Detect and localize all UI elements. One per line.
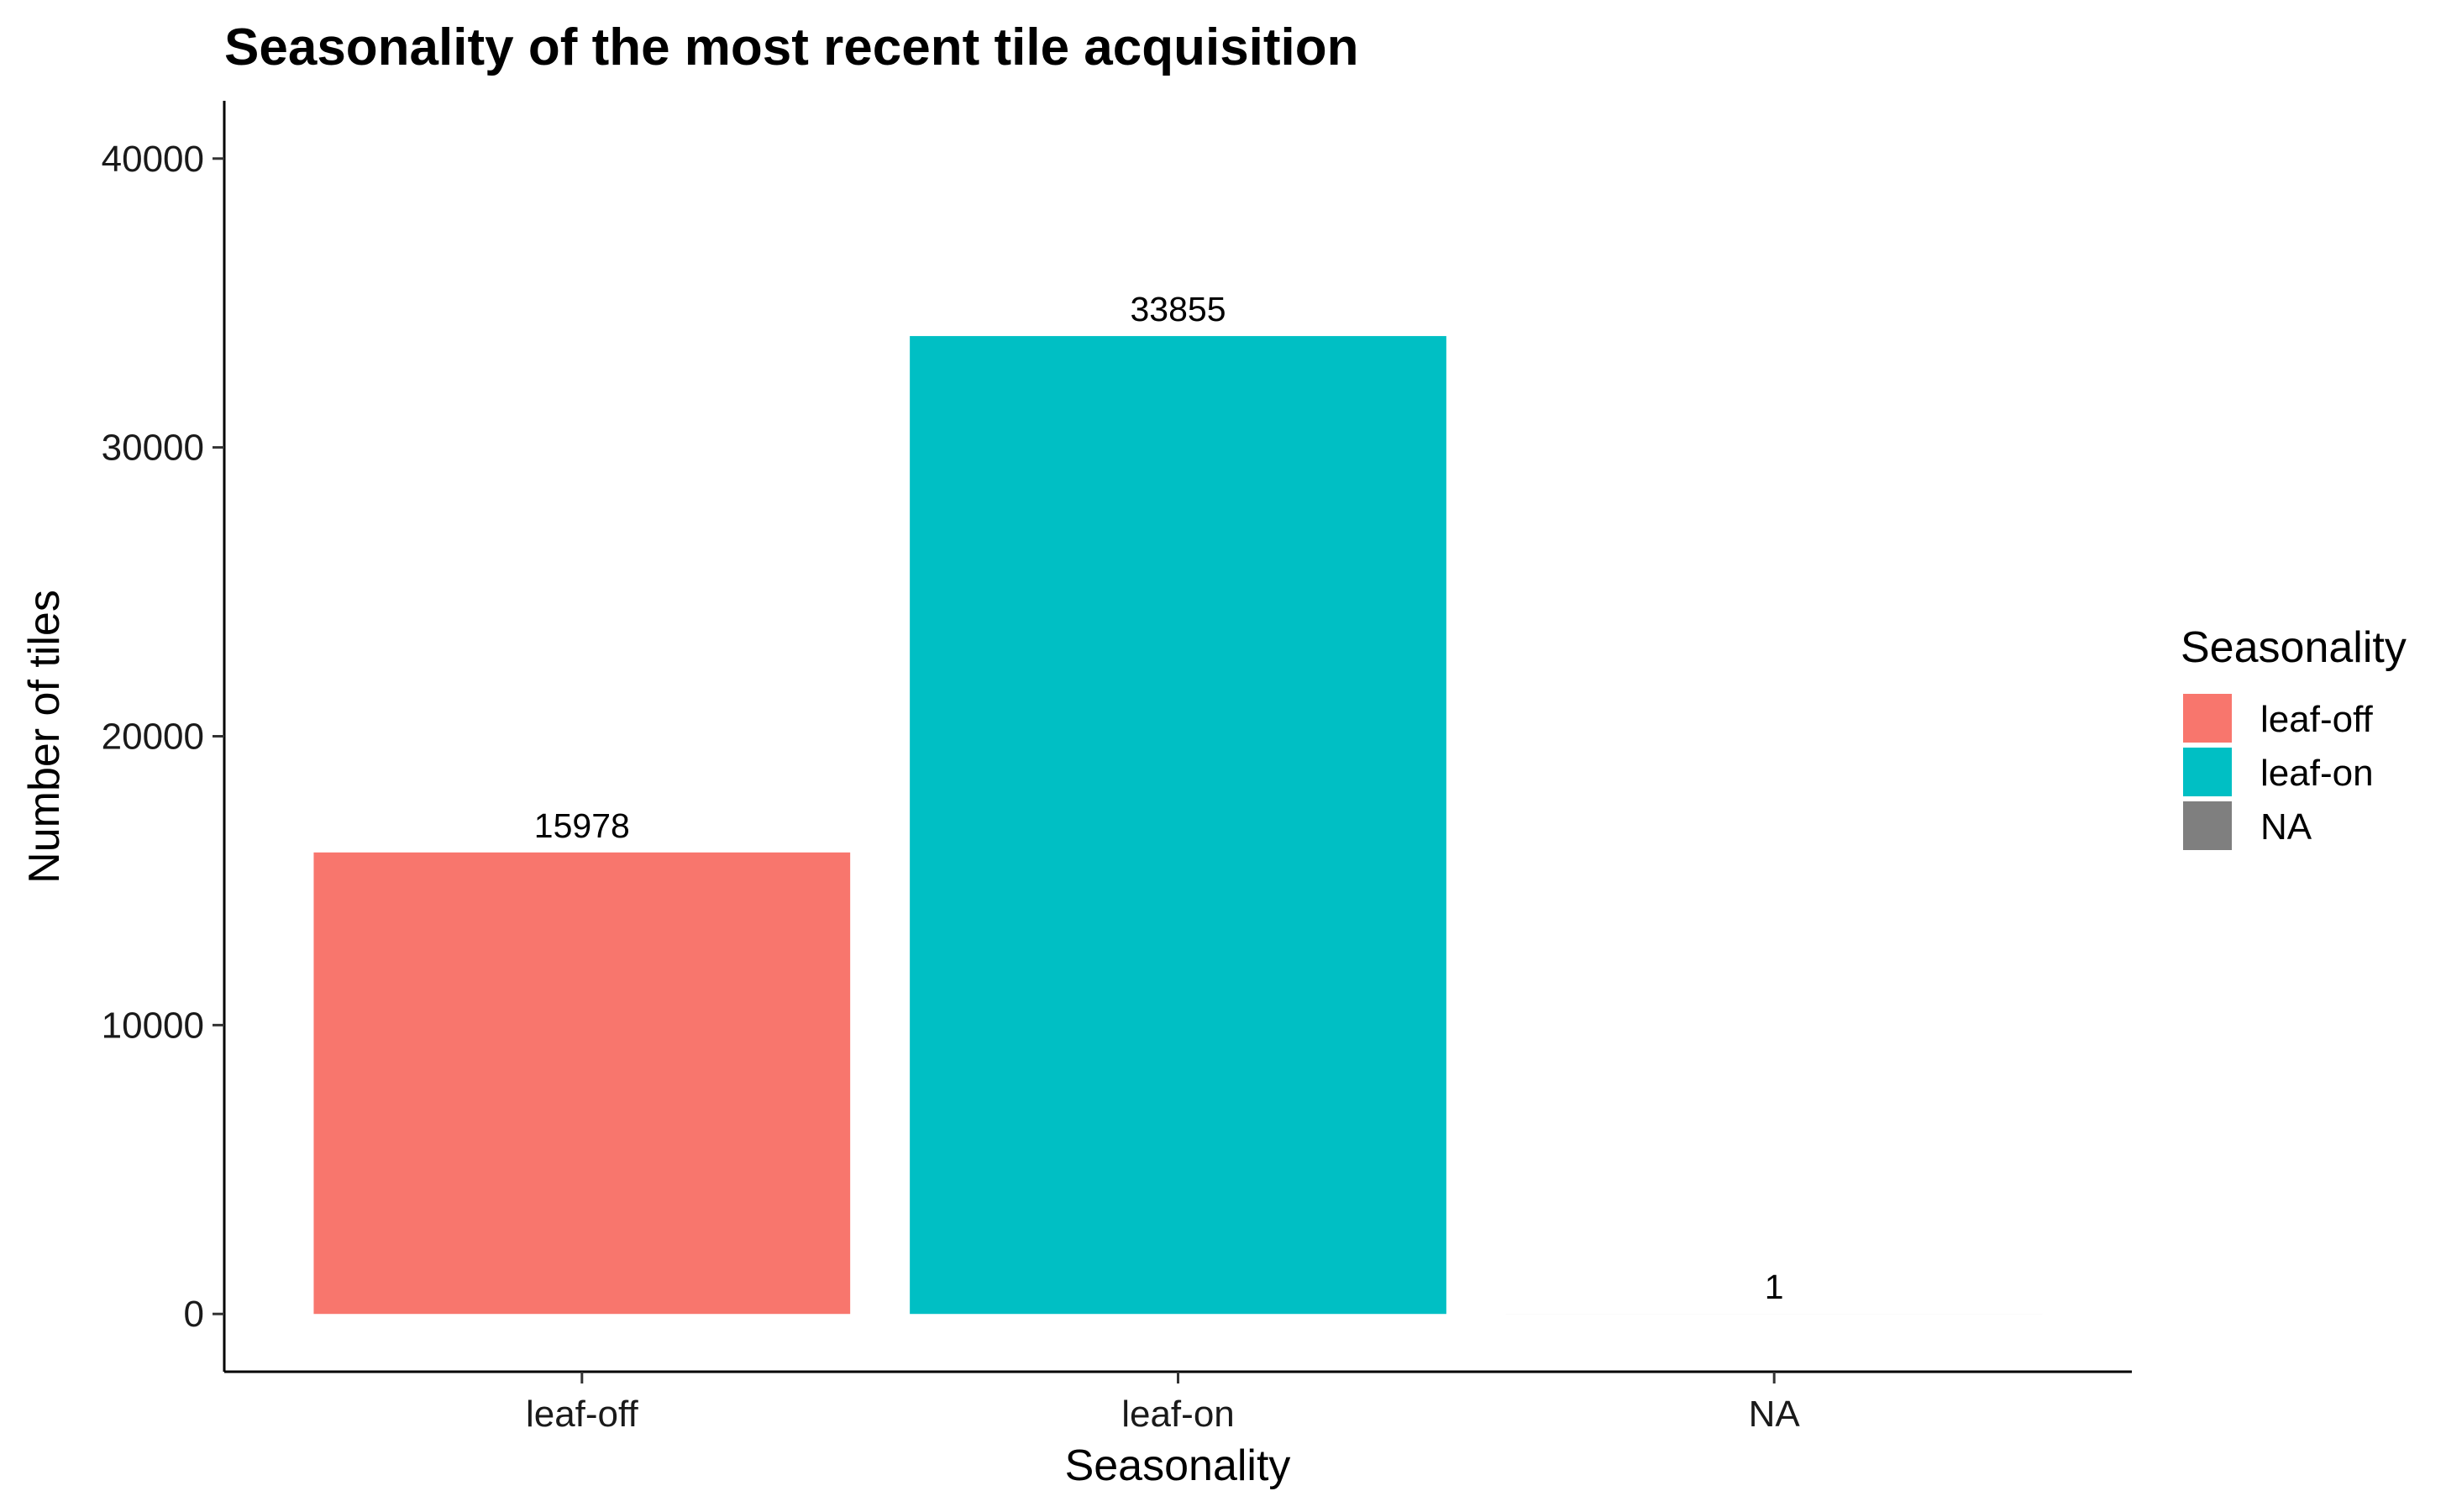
x-tick-label: leaf-on: [1121, 1394, 1235, 1435]
legend: Seasonality leaf-off leaf-on NA: [2181, 623, 2407, 850]
data-label-leaf-off: 15978: [534, 806, 630, 845]
y-axis-title: Number of tiles: [20, 590, 69, 884]
bar-leaf-off: [313, 852, 851, 1315]
legend-swatch-leaf-off: [2183, 694, 2232, 743]
y-tick-label: 20000: [102, 717, 204, 758]
legend-label-leaf-on: leaf-on: [2260, 753, 2374, 794]
x-tick-label: NA: [1749, 1394, 1801, 1435]
data-labels-layer: 15978 33855 1: [534, 290, 1784, 1306]
chart-title: Seasonality of the most recent tile acqu…: [224, 18, 1359, 76]
bar-leaf-on: [910, 336, 1446, 1315]
legend-swatch-na: [2183, 801, 2232, 850]
x-axis-title: Seasonality: [1065, 1441, 1291, 1490]
data-label-na: 1: [1765, 1268, 1784, 1306]
bars-layer: [313, 336, 2043, 1315]
legend-swatch-leaf-on: [2183, 748, 2232, 796]
y-tick-label: 30000: [102, 428, 204, 469]
legend-label-na: NA: [2260, 806, 2312, 848]
y-tick-label: 10000: [102, 1005, 204, 1046]
x-tick-label: leaf-off: [526, 1394, 638, 1435]
y-tick-label: 40000: [102, 139, 204, 180]
legend-label-leaf-off: leaf-off: [2260, 699, 2373, 740]
y-ticks-layer: 0 10000 20000 30000 40000: [102, 139, 224, 1335]
x-ticks-layer: leaf-off leaf-on NA: [526, 1372, 1800, 1435]
legend-title: Seasonality: [2181, 623, 2407, 672]
data-label-leaf-on: 33855: [1130, 290, 1226, 328]
y-tick-label: 0: [184, 1294, 204, 1335]
